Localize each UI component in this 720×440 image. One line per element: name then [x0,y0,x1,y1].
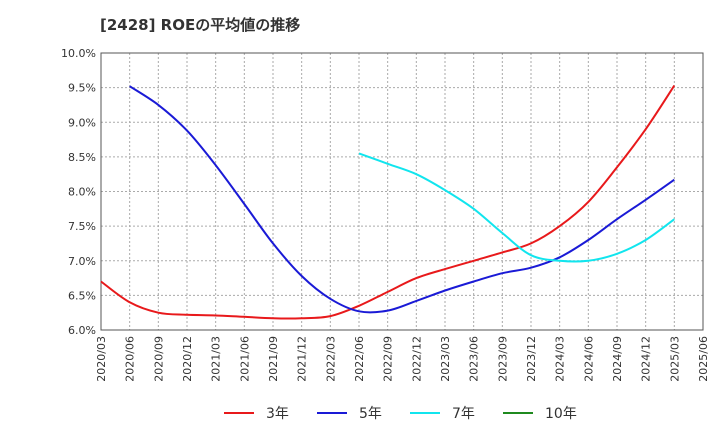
x-tick-label: 2024/06 [582,336,595,382]
x-tick-label: 2023/09 [496,336,509,382]
y-tick-label: 9.0% [68,116,96,129]
x-tick-label: 2022/12 [410,336,423,382]
y-tick-label: 8.0% [68,186,96,199]
y-tick-label: 7.5% [68,220,96,233]
y-tick-label: 7.0% [68,255,96,268]
x-tick-label: 2021/09 [267,336,280,382]
y-tick-label: 6.5% [68,289,96,302]
x-tick-label: 2020/12 [181,336,194,382]
y-tick-label: 10.0% [61,47,96,60]
series-line-5年 [129,85,675,314]
x-tick-label: 2022/09 [382,336,395,382]
x-tick-label: 2023/03 [439,336,452,382]
x-tick-label: 2023/06 [468,336,481,382]
series-line-7年 [358,152,675,263]
y-tick-label: 6.0% [68,324,96,337]
x-tick-label: 2024/09 [611,336,624,382]
x-tick-label: 2025/06 [697,336,710,382]
series-line-3年 [100,84,676,320]
x-tick-label: 2023/12 [525,336,538,382]
legend-label: 10年 [545,406,577,422]
x-tick-label: 2025/03 [668,336,681,382]
legend-label: 5年 [359,406,382,422]
legend-label: 7年 [452,406,475,422]
x-tick-label: 2022/03 [324,336,337,382]
y-tick-label: 9.5% [68,82,96,95]
plot-area-frame [100,52,704,331]
chart-title: [2428] ROEの平均値の推移 [100,16,301,34]
x-tick-label: 2020/06 [124,336,137,382]
x-tick-label: 2020/03 [95,336,108,382]
x-tick-label: 2024/12 [640,336,653,382]
y-tick-label: 8.5% [68,151,96,164]
x-tick-label: 2021/12 [296,336,309,382]
x-tick-label: 2020/09 [152,336,165,382]
legend-label: 3年 [266,406,289,422]
x-tick-label: 2024/03 [554,336,567,382]
x-tick-label: 2022/06 [353,336,366,382]
x-tick-label: 2021/06 [238,336,251,382]
x-tick-label: 2021/03 [210,336,223,382]
